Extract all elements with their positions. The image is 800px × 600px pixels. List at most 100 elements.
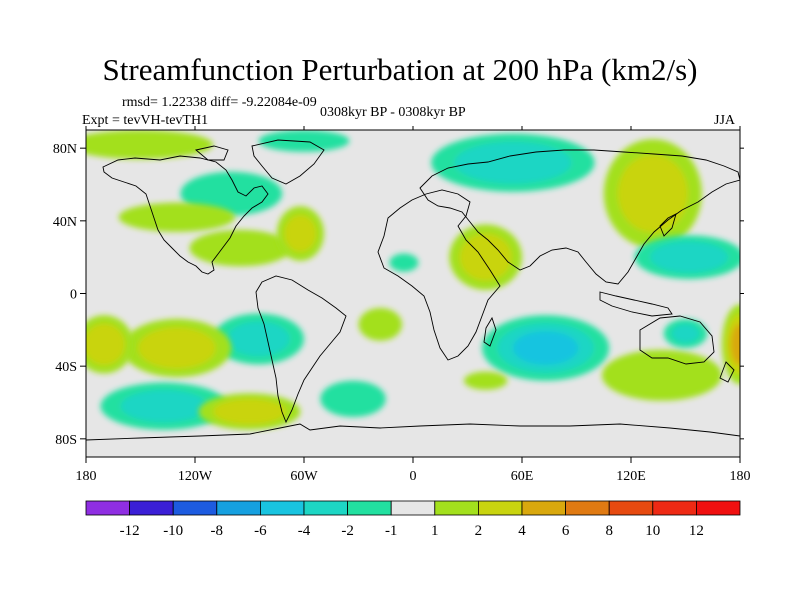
anomaly-contour-fill: [601, 349, 722, 401]
colorbar-swatch: [652, 500, 697, 516]
coast-arctic-islands: [195, 145, 229, 161]
coast-south-america: [255, 275, 347, 424]
anomaly-contour-fill: [284, 215, 317, 253]
colorbar-label: 1: [431, 523, 439, 539]
season-label: JJA: [714, 113, 736, 128]
anomaly-region: [634, 235, 740, 279]
coast-eurasia: [419, 149, 740, 285]
anomaly-contour-fill: [389, 253, 419, 272]
colorbar-label: -10: [163, 523, 183, 539]
anomaly-contour-fill: [463, 371, 508, 390]
y-tick-label: 0: [70, 288, 77, 303]
anomaly-region: [122, 318, 232, 378]
period-label: 0308kyr BP - 0308kyr BP: [320, 105, 466, 120]
anomaly-contour-fill: [730, 323, 740, 365]
x-tick-label: 180: [76, 469, 97, 484]
colorbar-label: -6: [254, 523, 267, 539]
coast-australia: [639, 315, 715, 365]
anomaly-contour-fill: [650, 241, 729, 273]
colorbar-swatch: [303, 500, 348, 516]
anomaly-region: [276, 206, 324, 261]
anomaly-contour-fill: [454, 141, 572, 184]
x-tick-label: 60E: [511, 469, 534, 484]
colorbar-swatch: [390, 500, 436, 516]
colorbar-swatch: [129, 500, 174, 516]
colorbar-swatch: [216, 500, 261, 516]
anomaly-region: [663, 318, 708, 348]
coast-madagascar: [483, 316, 497, 347]
anomaly-region: [118, 202, 235, 232]
anomaly-contour-fill: [86, 130, 214, 160]
x-tick-label: 120E: [616, 469, 646, 484]
anomaly-region: [358, 308, 403, 341]
anomaly-contour-fill: [86, 323, 125, 366]
anomaly-region: [258, 130, 350, 152]
anomaly-region: [389, 253, 419, 272]
experiment-label: Expt = tevVH-tevTH1: [82, 113, 209, 128]
colorbar-swatch: [608, 500, 654, 516]
anomaly-region: [449, 224, 522, 290]
anomaly-contour-fill: [180, 171, 283, 216]
x-tick-label: 120W: [178, 469, 213, 484]
anomaly-contour-fill: [320, 380, 386, 418]
y-tick-label: 80S: [55, 433, 77, 448]
colorbar-label: 4: [518, 523, 526, 539]
y-tick-label: 80N: [53, 142, 77, 157]
anomaly-region: [482, 315, 610, 381]
anomaly-region: [320, 380, 386, 418]
colorbar-label: 8: [605, 523, 613, 539]
colorbar-swatch: [85, 500, 130, 516]
colorbar-swatch: [477, 500, 523, 516]
anomaly-region: [431, 133, 595, 192]
colorbar-swatch: [172, 500, 218, 516]
chart-title: Streamfunction Perturbation at 200 hPa (…: [102, 52, 698, 87]
colorbar-label: 12: [689, 523, 704, 539]
colorbar-swatch: [565, 500, 610, 516]
anomaly-contour-fill: [459, 233, 512, 281]
coastlines: [86, 139, 740, 441]
y-tick-label: 40N: [53, 215, 77, 230]
coast-africa-europe: [377, 189, 501, 361]
anomaly-contour-fill: [137, 327, 216, 369]
x-tick-label: 60W: [290, 469, 318, 484]
anomaly-contour-fill: [671, 324, 700, 343]
anomaly-contour-fill: [512, 331, 579, 365]
anomaly-contour-fill: [617, 154, 688, 233]
colorbar-label: 6: [562, 523, 570, 539]
anomaly-region: [180, 171, 283, 216]
anomaly-region: [213, 313, 304, 365]
y-tick-label: 40S: [55, 360, 77, 375]
anomaly-contour-fill: [227, 321, 290, 357]
colorbar-label: -2: [341, 523, 354, 539]
coast-greenland: [251, 139, 325, 185]
anomaly-region: [86, 130, 214, 160]
colorbar-label: -4: [298, 523, 311, 539]
coast-japan: [659, 213, 677, 237]
anomaly-contour-fill: [120, 390, 208, 423]
anomaly-contour-fill: [189, 229, 292, 267]
colorbar-swatch: [347, 500, 392, 516]
stats-label: rmsd= 1.22338 diff= -9.22084e-09: [122, 95, 317, 110]
anomaly-region: [721, 304, 740, 385]
colorbar-label: 2: [475, 523, 483, 539]
coast-new-zealand: [719, 361, 735, 383]
coast-north-america: [102, 155, 269, 275]
colorbar-label: 10: [645, 523, 660, 539]
colorbar-label: -8: [211, 523, 224, 539]
anomaly-contour-fill: [118, 202, 235, 232]
anomaly-region: [189, 229, 292, 267]
x-tick-label: 0: [410, 469, 417, 484]
anomaly-region: [198, 393, 301, 430]
colorbar-swatch: [521, 500, 566, 516]
anomaly-region: [100, 382, 228, 430]
x-tick-label: 180: [730, 469, 751, 484]
anomaly-region: [603, 139, 702, 249]
anomaly-region: [601, 349, 722, 401]
anomaly-contour-fill: [258, 130, 350, 152]
colorbar-label: -12: [120, 523, 140, 539]
anomaly-region: [86, 315, 134, 374]
colorbar-swatch: [259, 500, 305, 516]
colorbar-label: -1: [385, 523, 398, 539]
anomaly-contour-fill: [358, 308, 403, 341]
